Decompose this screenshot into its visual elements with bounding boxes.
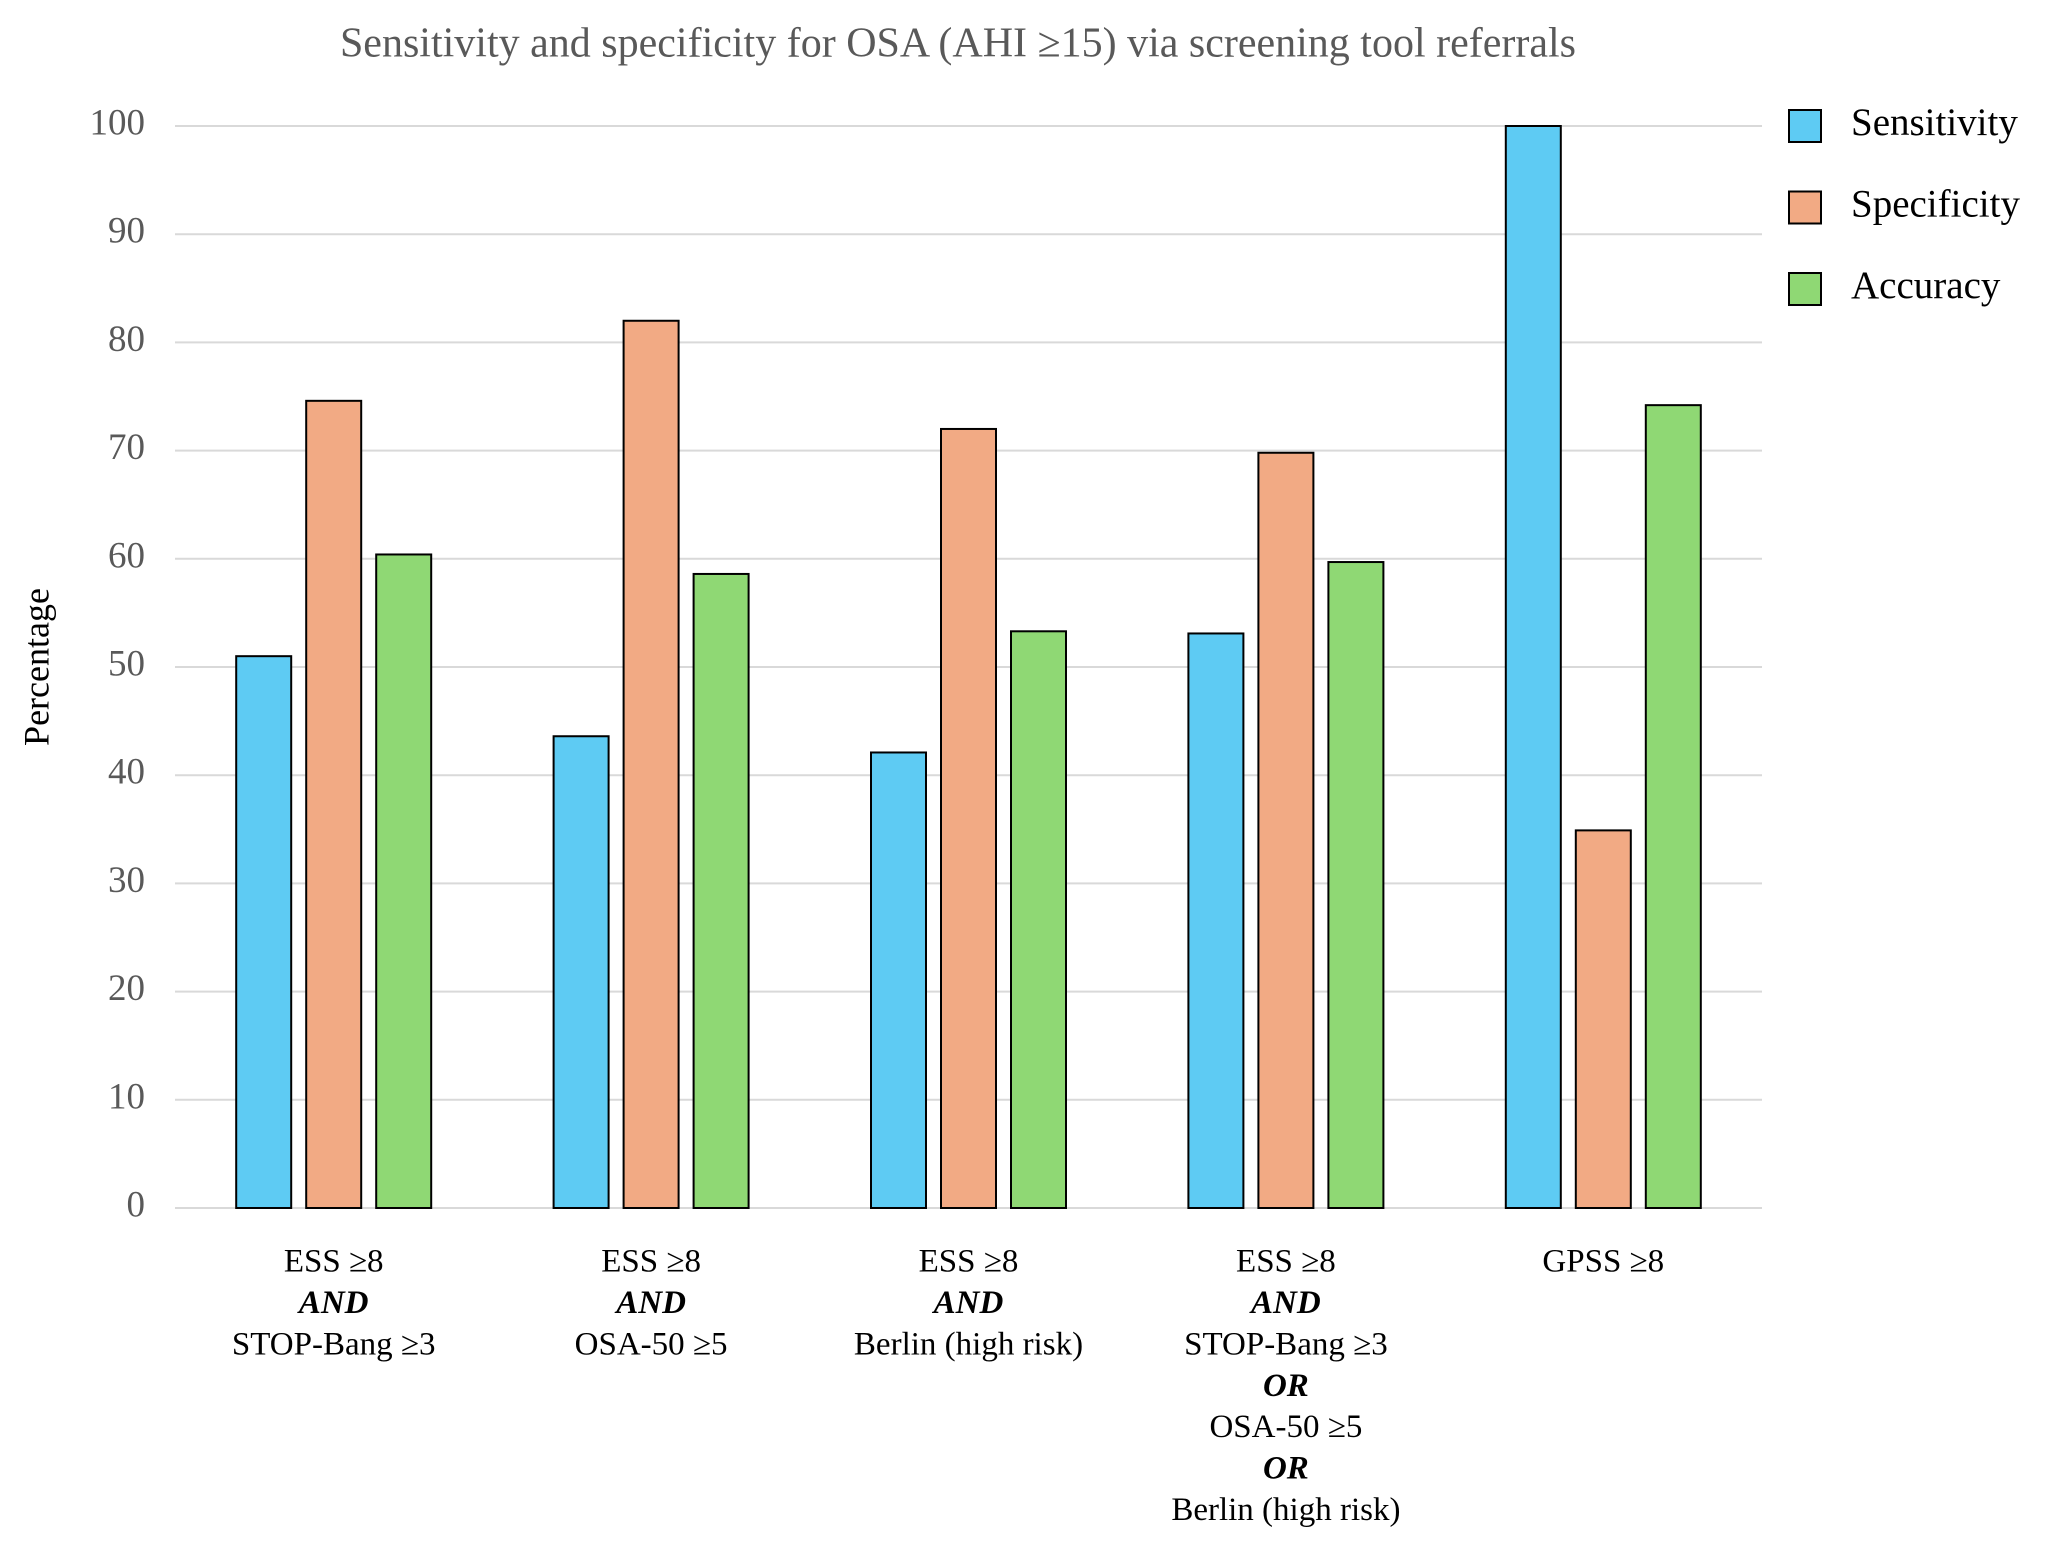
legend-swatch <box>1788 272 1822 306</box>
chart-title: Sensitivity and specificity for OSA (AHI… <box>340 21 1576 67</box>
bar <box>1327 561 1385 1209</box>
x-tick-label: AND <box>614 1285 686 1321</box>
x-tick-label: AND <box>1249 1285 1321 1321</box>
bar <box>1504 125 1562 1209</box>
y-axis-label: Percentage <box>16 588 56 746</box>
x-tick-label: ESS ≥8 <box>919 1244 1019 1280</box>
y-tick-label: 100 <box>90 102 146 143</box>
x-tick-label: Berlin (high risk) <box>854 1326 1083 1362</box>
bar <box>1644 404 1702 1209</box>
y-tick-label: 10 <box>108 1076 145 1117</box>
bar <box>1574 829 1632 1210</box>
y-tick-label: 30 <box>108 860 145 901</box>
x-tick-label: Berlin (high risk) <box>1171 1492 1400 1528</box>
bar <box>1187 632 1245 1209</box>
y-tick-label: 80 <box>108 319 145 360</box>
x-tick-label: OR <box>1263 1451 1309 1487</box>
y-tick-label: 50 <box>108 643 145 684</box>
legend-label: Specificity <box>1851 182 2020 225</box>
bar <box>870 751 927 1210</box>
y-tick-label: 60 <box>108 535 145 576</box>
legend-swatch <box>1788 109 1822 143</box>
bar <box>1010 630 1067 1209</box>
x-tick-label: OR <box>1263 1368 1309 1404</box>
bar <box>622 319 680 1209</box>
bar <box>305 399 363 1209</box>
x-tick-label: OSA-50 ≥5 <box>1209 1409 1362 1445</box>
x-tick-label: AND <box>932 1285 1004 1321</box>
bar <box>692 572 750 1209</box>
x-tick-label: ESS ≥8 <box>1236 1244 1336 1280</box>
bar <box>552 735 610 1209</box>
x-tick-label: STOP-Bang ≥3 <box>232 1326 436 1362</box>
y-tick-label: 40 <box>108 752 145 793</box>
x-tick-label: GPSS ≥8 <box>1542 1244 1664 1280</box>
x-tick-label: ESS ≥8 <box>601 1244 701 1280</box>
legend-label: Sensitivity <box>1851 101 2018 144</box>
bar <box>235 655 293 1209</box>
legend-label: Accuracy <box>1851 264 2001 307</box>
y-tick-label: 20 <box>108 968 145 1009</box>
y-tick-label: 0 <box>127 1184 146 1225</box>
bar <box>1257 451 1315 1210</box>
x-tick-label: ESS ≥8 <box>284 1244 384 1280</box>
y-tick-label: 90 <box>108 211 145 252</box>
bar <box>940 427 997 1209</box>
legend-swatch <box>1788 190 1822 225</box>
y-tick-label: 70 <box>108 427 145 468</box>
x-tick-label: AND <box>297 1285 369 1321</box>
bar <box>375 553 433 1209</box>
x-tick-label: OSA-50 ≥5 <box>575 1326 728 1362</box>
x-tick-label: STOP-Bang ≥3 <box>1184 1326 1388 1362</box>
